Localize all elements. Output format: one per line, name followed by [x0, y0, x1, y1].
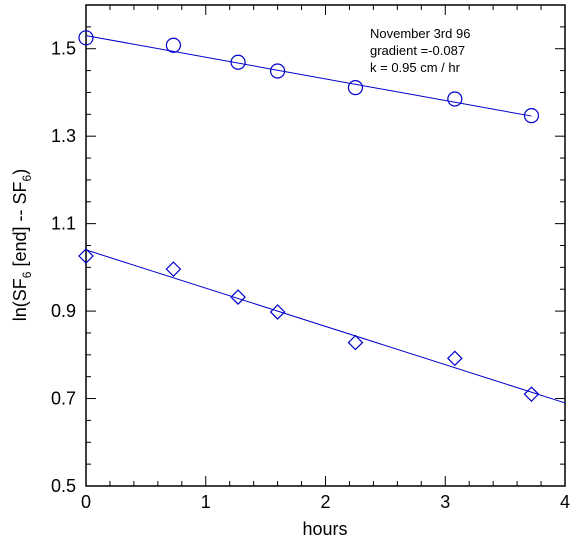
annotation-line-1: November 3rd 96: [370, 26, 470, 41]
x-tick-label: 3: [440, 492, 450, 512]
fit-line-series-1: [85, 35, 532, 117]
diamond-point: [230, 289, 246, 305]
circle-point: [78, 30, 94, 46]
diamond-point: [165, 261, 182, 277]
circle-point: [523, 108, 540, 124]
diamond-point: [446, 350, 463, 367]
circle-point: [270, 63, 286, 79]
x-tick-label: 0: [81, 492, 91, 512]
y-tick-label: 1.3: [51, 126, 76, 146]
plot-area: [85, 4, 566, 487]
fit-line-series-2: [85, 249, 566, 404]
circle-point: [347, 80, 364, 96]
axis-tick-labels: 0 1 2 3 4 0.5 0.7 0.9 1.1 1.3 1.5: [51, 39, 570, 512]
y-axis-title-subscript-2: 6: [20, 174, 34, 181]
diamond-point: [523, 386, 540, 403]
diamond-point: [347, 334, 364, 351]
circle-point: [230, 54, 246, 70]
circle-point: [165, 37, 182, 53]
y-axis-title-suffix: ): [10, 169, 30, 175]
y-tick-label: 0.7: [51, 389, 76, 409]
y-tick-label: 0.9: [51, 301, 76, 321]
y-tick-label: 0.5: [51, 476, 76, 496]
axis-ticks: [85, 4, 566, 487]
circle-point: [447, 91, 463, 107]
diamond-point: [269, 304, 286, 320]
y-tick-label: 1.5: [51, 39, 76, 59]
annotation-line-2: gradient =-0.087: [370, 43, 465, 58]
y-axis-title: ln(SF6 [end] -- SF6): [10, 169, 34, 321]
y-axis-title-prefix: ln(SF: [10, 278, 30, 321]
annotation-line-3: k = 0.95 cm / hr: [370, 60, 461, 75]
x-tick-label: 4: [560, 492, 570, 512]
y-tick-label: 1.1: [51, 214, 76, 234]
fit-lines: [85, 35, 566, 404]
y-axis-title-subscript-1: 6: [20, 271, 34, 278]
y-axis-title-middle: [end] -- SF: [10, 181, 30, 271]
diamond-point: [78, 248, 94, 264]
x-axis-title: hours: [302, 519, 347, 539]
data-points: [78, 30, 540, 403]
x-tick-label: 1: [201, 492, 211, 512]
x-tick-label: 2: [320, 492, 330, 512]
